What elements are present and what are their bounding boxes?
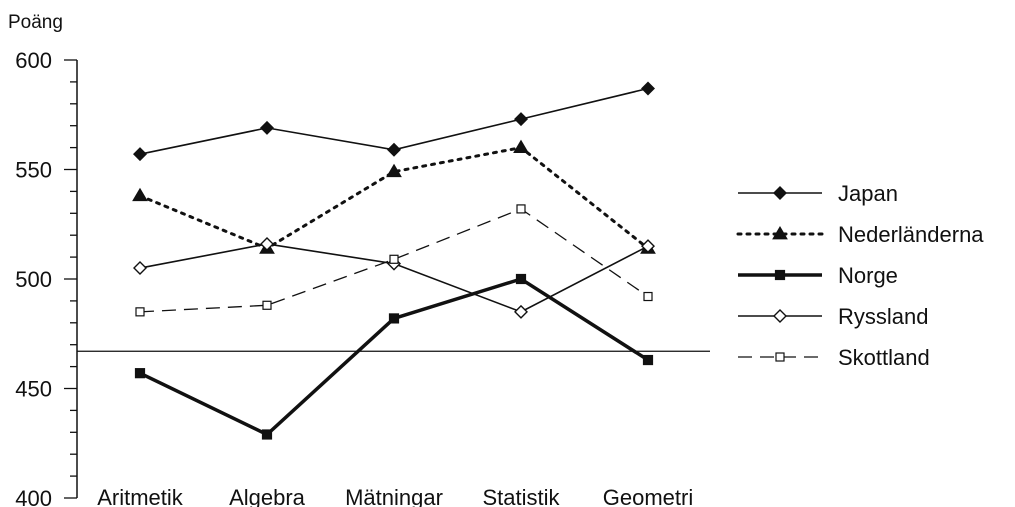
y-tick-label: 550 (15, 158, 52, 183)
plot-area (77, 81, 710, 440)
legend-label: Nederländerna (838, 222, 984, 247)
y-tick-label: 400 (15, 486, 52, 507)
x-tick-label: Mätningar (345, 485, 443, 507)
data-point (642, 354, 654, 366)
axes: 400 450 500 550 600 Poäng Aritmetik Algebra Mätn… (8, 12, 693, 507)
legend-item-norge: Norge (738, 263, 898, 288)
data-point (389, 254, 399, 264)
x-tick-label: Geometri (603, 485, 693, 507)
y-tick-label: 450 (15, 377, 52, 402)
y-axis-title: Poäng (8, 12, 63, 33)
legend-label: Ryssland (838, 304, 928, 329)
series-skottland (135, 204, 653, 317)
legend-item-nederlanderna: Nederländerna (736, 222, 984, 247)
data-point (641, 81, 655, 96)
legend-swatch-marker (774, 269, 786, 281)
legend-label: Skottland (838, 345, 930, 370)
data-point (514, 304, 528, 319)
data-point (134, 368, 146, 379)
series-japan (133, 81, 655, 162)
data-point (513, 139, 529, 153)
data-point (516, 204, 526, 214)
legend-swatch-marker (775, 352, 785, 362)
data-point (260, 236, 274, 251)
data-point (132, 187, 148, 202)
legend: Japan Nederländerna Norge Ryssland Skottland (736, 181, 984, 370)
x-tick-label: Statistik (482, 485, 560, 507)
data-point (133, 147, 147, 162)
series-line-nederlanderna (138, 145, 650, 251)
data-point (387, 142, 401, 157)
series-ryssland (133, 236, 655, 319)
series-line-skottland (139, 208, 649, 313)
data-point (261, 429, 273, 440)
legend-item-skottland: Skottland (738, 345, 930, 370)
data-point (260, 120, 274, 135)
legend-item-japan: Japan (738, 181, 898, 206)
data-point (135, 307, 145, 317)
data-point (133, 261, 147, 276)
series-line-norge (139, 277, 649, 437)
data-point (262, 300, 272, 310)
data-point (388, 313, 400, 324)
legend-label: Norge (838, 263, 898, 288)
data-point (643, 291, 653, 302)
legend-item-ryssland: Ryssland (738, 304, 928, 329)
legend-swatch-marker (773, 309, 787, 323)
legend-swatch-marker (772, 226, 788, 240)
x-tick-label: Algebra (229, 485, 306, 507)
legend-swatch-marker (773, 186, 787, 200)
data-point (386, 163, 402, 178)
y-tick-label: 600 (15, 48, 52, 73)
data-point (514, 112, 528, 127)
data-point (515, 273, 527, 285)
legend-label: Japan (838, 181, 898, 206)
series-norge (134, 273, 654, 440)
series-nederlanderna (132, 139, 656, 254)
y-tick-label: 500 (15, 267, 52, 292)
series-line-ryssland (139, 243, 649, 313)
x-tick-label: Aritmetik (97, 485, 184, 507)
data-point (641, 239, 655, 254)
